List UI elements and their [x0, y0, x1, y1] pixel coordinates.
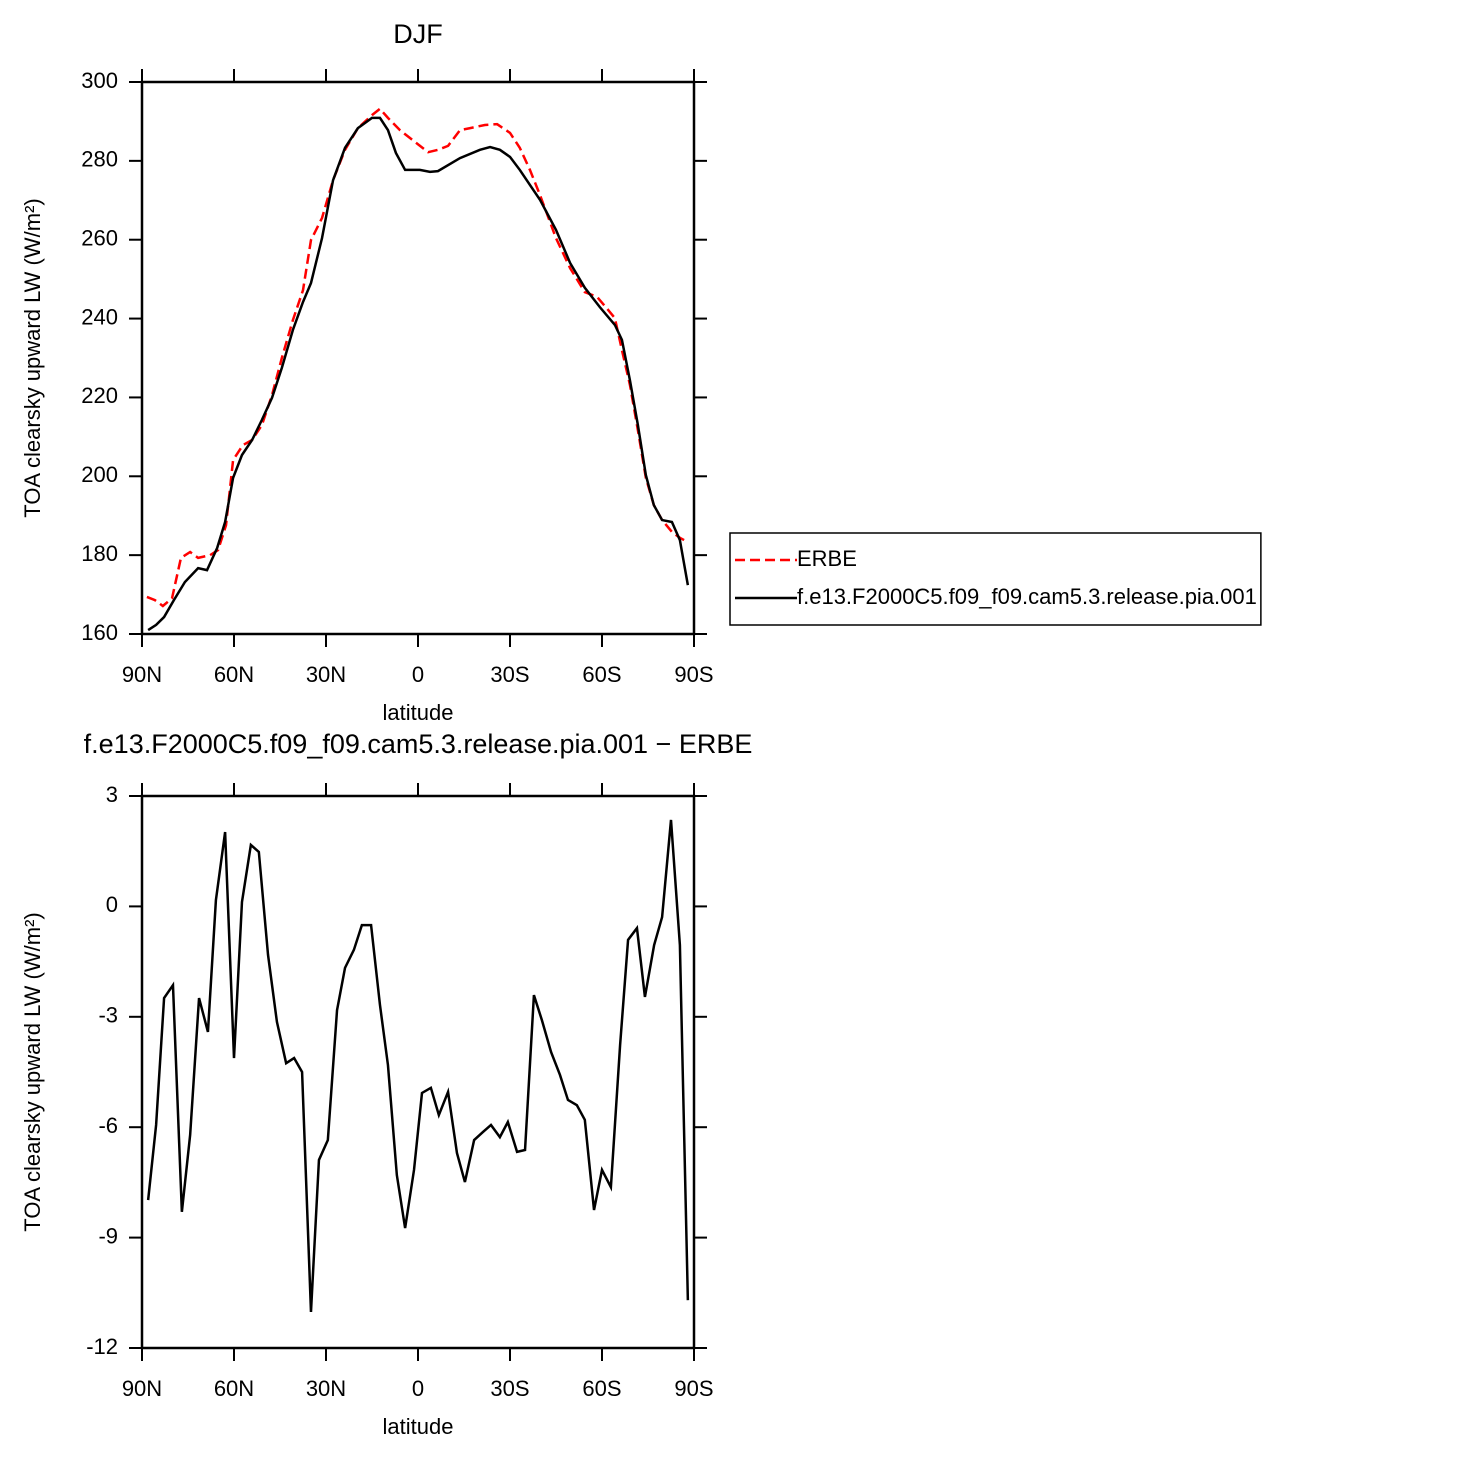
data-line	[146, 819, 690, 1313]
legend: ERBE f.e13.F2000C5.f09_f09.cam5.3.release…	[729, 532, 1262, 626]
x-tick-label: 90S	[674, 1376, 713, 1401]
x-tick-label: 60S	[582, 1376, 621, 1401]
y-tick-label: 260	[81, 226, 118, 251]
legend-box	[729, 532, 1262, 626]
y-tick-label: 240	[81, 304, 118, 329]
chart-title: DJF	[393, 19, 443, 49]
x-tick-label: 0	[412, 1376, 424, 1401]
x-tick-label: 90S	[674, 662, 713, 687]
x-axis-label: latitude	[383, 1414, 454, 1439]
x-tick-label: 60N	[214, 1376, 254, 1401]
chart-title: f.e13.F2000C5.f09_f09.cam5.3.release.pia…	[84, 729, 753, 759]
x-tick-label: 60S	[582, 662, 621, 687]
x-tick-label: 90N	[122, 1376, 162, 1401]
plot-frame	[140, 80, 696, 636]
x-tick-label: 30N	[306, 1376, 346, 1401]
plot-frame	[140, 794, 696, 1350]
x-axis-label: latitude	[383, 700, 454, 725]
x-tick-label: 0	[412, 662, 424, 687]
y-tick-label: 0	[106, 892, 118, 917]
y-axis-label: TOA clearsky upward LW (W/m²)	[20, 198, 45, 517]
y-tick-label: 220	[81, 383, 118, 408]
y-tick-label: -6	[98, 1113, 118, 1138]
y-tick-label: 300	[81, 68, 118, 93]
y-tick-label: 160	[81, 620, 118, 645]
y-tick-label: -12	[86, 1334, 118, 1359]
data-line	[147, 116, 690, 632]
x-tick-label: 30S	[490, 1376, 529, 1401]
y-tick-label: 200	[81, 462, 118, 487]
x-tick-label: 30S	[490, 662, 529, 687]
x-tick-label: 60N	[214, 662, 254, 687]
y-tick-label: 180	[81, 541, 118, 566]
legend-label: ERBE	[797, 546, 857, 571]
y-tick-label: -3	[98, 1003, 118, 1028]
y-tick-label: 280	[81, 147, 118, 172]
legend-label: f.e13.F2000C5.f09_f09.cam5.3.release.pia…	[797, 584, 1257, 609]
y-tick-label: -9	[98, 1223, 118, 1248]
x-tick-label: 90N	[122, 662, 162, 687]
data-line	[146, 107, 689, 608]
x-tick-label: 30N	[306, 662, 346, 687]
y-tick-label: 3	[106, 782, 118, 807]
y-axis-label: TOA clearsky upward LW (W/m²)	[20, 912, 45, 1231]
